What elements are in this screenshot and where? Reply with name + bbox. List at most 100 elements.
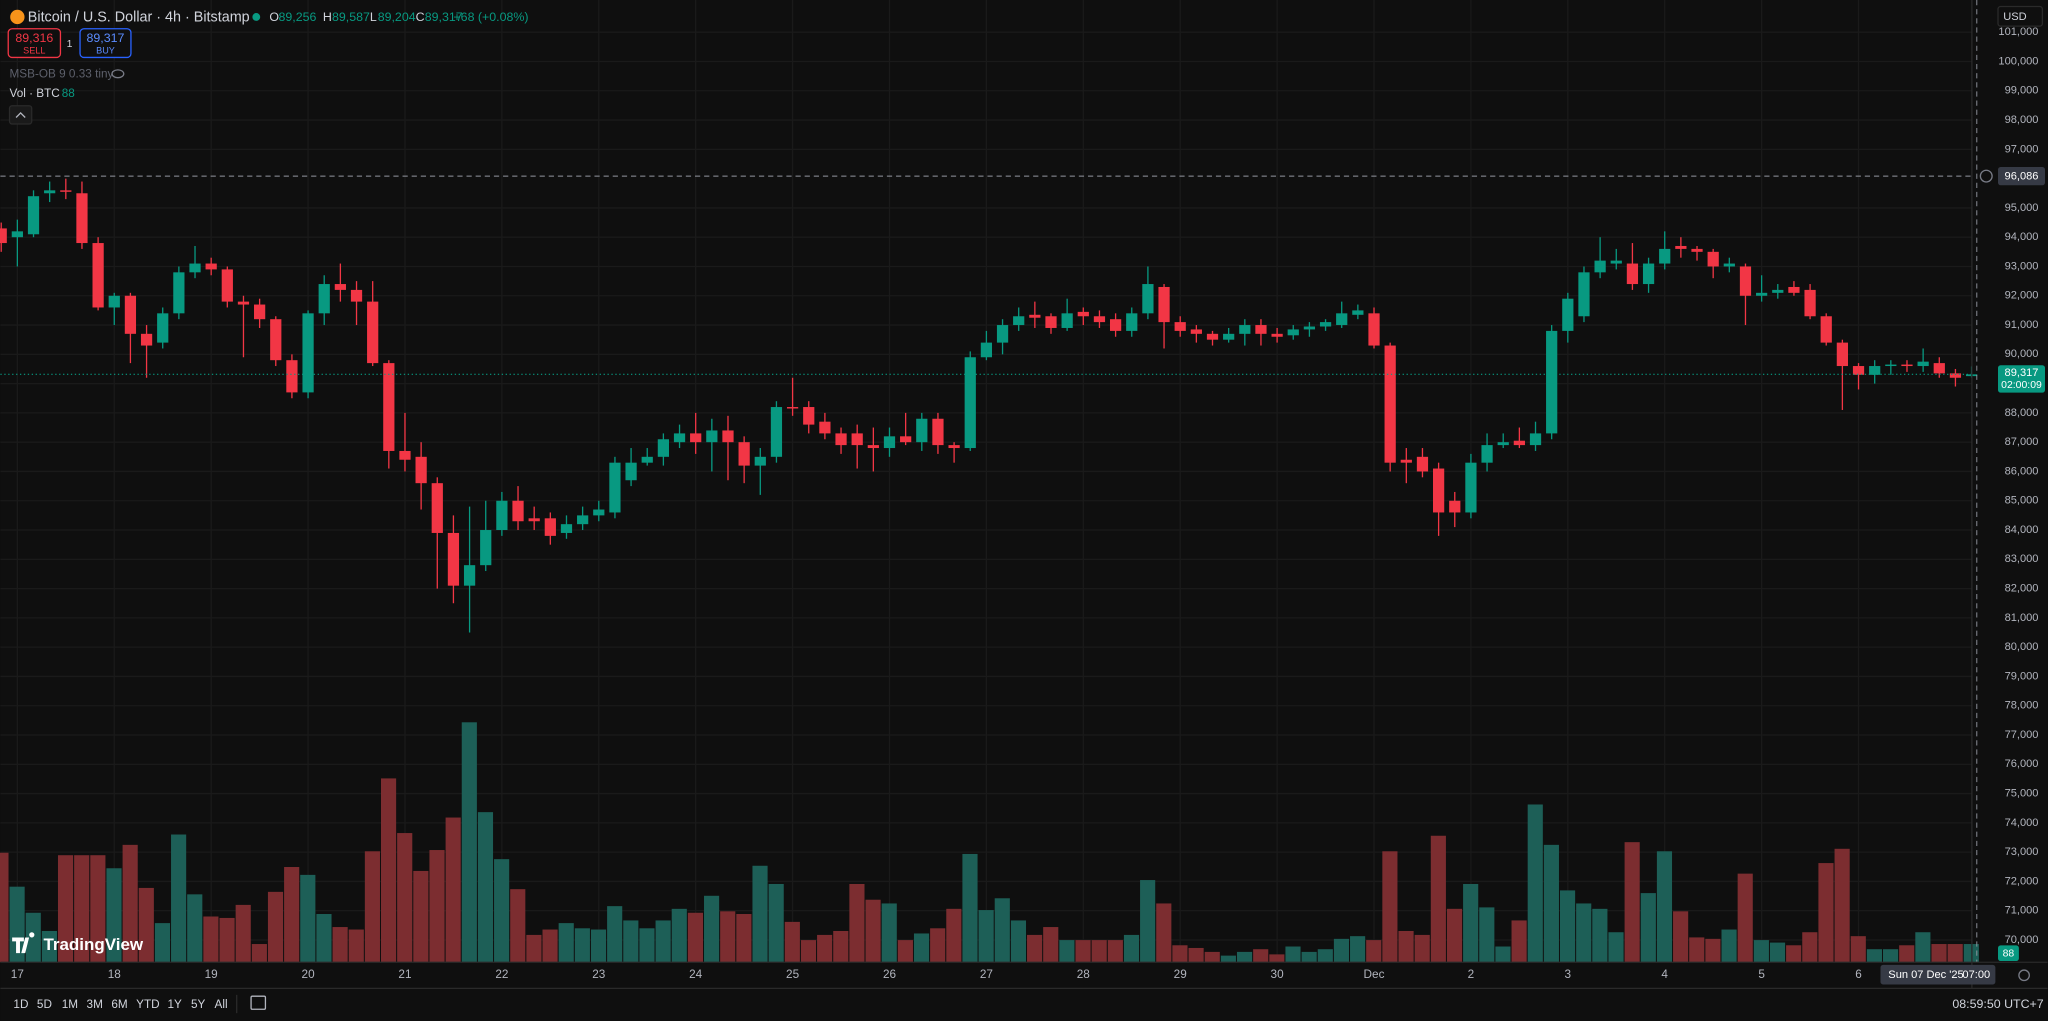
range-button[interactable]: 1M [62, 998, 78, 1011]
candle-body [1400, 459, 1412, 463]
volume-bar [704, 895, 720, 963]
candle-body [1675, 245, 1687, 249]
volume-bar [187, 894, 203, 963]
sell-button[interactable] [7, 28, 62, 59]
collapse-button[interactable] [8, 105, 33, 125]
y-tick-label: 75,000 [2005, 787, 2039, 799]
y-tick-label: 101,000 [1998, 26, 2038, 38]
candle-body [673, 433, 686, 443]
volume-bar [1204, 951, 1220, 963]
x-tick-label: 2 [1468, 968, 1475, 981]
ohlc-key: O [269, 10, 279, 24]
y-tick-label: 77,000 [2005, 729, 2039, 741]
candle-body [835, 433, 847, 446]
volume-value: 88 [62, 87, 76, 100]
volume-bar [461, 722, 477, 963]
x-tick-label: 26 [883, 968, 897, 981]
candle-body [996, 325, 1009, 343]
logo-icon [12, 932, 35, 954]
candle-body [1319, 322, 1332, 327]
clock: 08:59:50 UTC+7 [1952, 997, 2043, 1011]
volume-bar [1931, 944, 1947, 963]
add-alert-icon[interactable] [1979, 169, 1993, 183]
volume-bar [1576, 903, 1592, 963]
volume-bar [380, 778, 397, 963]
volume-bar [1463, 883, 1479, 963]
range-button[interactable]: 1D [13, 998, 28, 1011]
candle-body [1885, 364, 1897, 367]
x-tick-label: 22 [495, 968, 508, 981]
volume-bar [1624, 842, 1640, 963]
candle-body [964, 357, 976, 449]
volume-bar [1140, 880, 1156, 963]
crosshair-price-label: 96,086 [2005, 171, 2039, 183]
volume-bar [1915, 932, 1931, 963]
symbol: Bitcoin / U.S. Dollar · 4h · Bitstamp [28, 9, 250, 25]
volume-bar [510, 889, 526, 963]
range-button[interactable]: 5Y [191, 998, 206, 1011]
grid [0, 0, 1972, 963]
candle-body [1174, 322, 1186, 331]
candle-body [1190, 329, 1202, 334]
range-button[interactable]: 6M [111, 998, 127, 1011]
volume-bar [348, 929, 364, 963]
volume-bar [1398, 930, 1414, 963]
y-tick-label: 92,000 [2005, 290, 2039, 302]
volume-bar [930, 928, 946, 963]
range-button[interactable]: 3M [87, 998, 103, 1011]
candle-body [221, 269, 233, 302]
candle-body [1433, 468, 1445, 513]
candle-body [1917, 361, 1929, 367]
range-button[interactable]: 5D [37, 998, 52, 1011]
candle-body [1610, 260, 1622, 264]
candle-body [770, 407, 783, 457]
candle-body [302, 313, 314, 393]
ohlc-value: 89,587 [332, 10, 370, 24]
buy-button[interactable] [79, 28, 132, 59]
candle-body [1093, 316, 1106, 323]
candle-body [1287, 329, 1299, 336]
calendar-icon[interactable] [250, 995, 267, 1010]
y-tick-label: 87,000 [2005, 436, 2039, 448]
spread: 1 [67, 39, 73, 50]
candle-body [399, 450, 411, 460]
candle-body [1271, 333, 1283, 337]
volume-bar [1689, 937, 1705, 963]
volume-bar [316, 914, 332, 963]
volume-bar [300, 874, 316, 963]
buy-price: 89,317 [87, 31, 125, 45]
candle-body [1206, 333, 1219, 340]
volume-bar [0, 852, 9, 963]
volume-bar [1269, 954, 1285, 963]
volume-bar [574, 928, 590, 963]
volume-bar [1511, 920, 1527, 963]
candle-body [1142, 284, 1154, 314]
volume-bar [881, 903, 897, 963]
crosshair-time-label: 07:00 [1962, 969, 1990, 981]
candle-body [738, 442, 750, 466]
range-button[interactable]: 1Y [168, 998, 183, 1011]
volume-bar [445, 817, 461, 963]
currency-button[interactable] [1997, 5, 2044, 27]
crosshair-time-box [1880, 964, 1996, 985]
candle-body [1158, 286, 1170, 323]
eye-icon[interactable] [111, 69, 125, 79]
candle-body [1013, 316, 1025, 326]
y-tick-label: 99,000 [2005, 85, 2039, 97]
settings-icon[interactable] [2018, 969, 2030, 982]
candle-body [1788, 286, 1800, 293]
crosshair-price-box [1997, 166, 2045, 186]
countdown: 02:00:09 [2001, 380, 2042, 391]
candle-body [1804, 289, 1816, 317]
candle-body [1303, 326, 1316, 330]
candle-body [92, 243, 104, 308]
currency: USD [2003, 11, 2026, 23]
candle-body [173, 272, 185, 314]
volume-bar [219, 917, 235, 963]
volume-bar [494, 859, 510, 963]
volume-bar [720, 911, 736, 963]
range-button[interactable]: All [215, 998, 228, 1011]
x-tick-label: 20 [302, 968, 316, 981]
range-button[interactable]: YTD [136, 998, 160, 1011]
